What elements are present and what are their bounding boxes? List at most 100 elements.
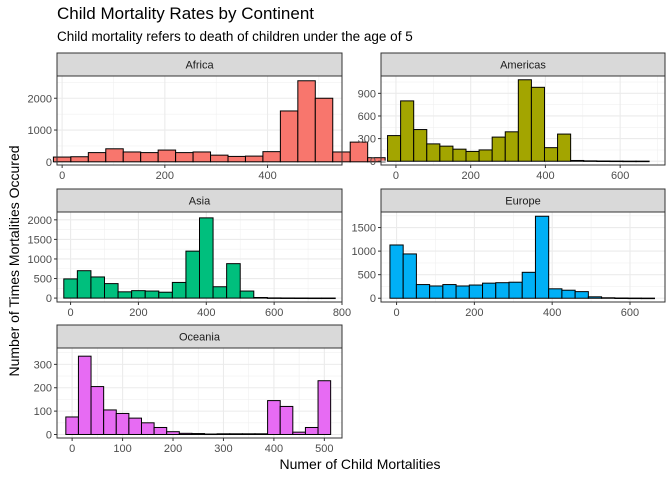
histogram-bar [227, 155, 246, 163]
histogram-bar [557, 133, 572, 162]
histogram-bar [128, 417, 142, 435]
histogram-bar [415, 284, 431, 299]
histogram-bar [400, 100, 415, 162]
chart-subtitle: Child mortality refers to death of child… [57, 29, 413, 44]
histogram-bar [122, 151, 142, 163]
facet-strip-label: Africa [185, 60, 214, 72]
x-tick-label: 800 [333, 307, 351, 319]
histogram-bar [482, 282, 497, 299]
facet-strip-label: Oceania [179, 332, 221, 344]
histogram-bar [279, 405, 294, 435]
chart-title: Child Mortality Rates by Continent [57, 4, 315, 23]
histogram-bar [402, 253, 417, 299]
y-tick-label: 0 [370, 293, 376, 305]
histogram-bar [76, 270, 92, 299]
histogram-bar [294, 297, 309, 300]
histogram-bar [262, 151, 281, 163]
y-tick-label: 0 [46, 429, 52, 441]
histogram-bar [455, 285, 470, 299]
histogram-bar [280, 297, 295, 299]
histogram-bar [292, 431, 306, 435]
histogram-bar [583, 160, 598, 162]
x-tick-label: 200 [465, 307, 483, 319]
y-tick-label: 1500 [28, 234, 52, 246]
histogram-bar [115, 412, 130, 435]
histogram-bar [587, 296, 603, 299]
y-tick-label: 2000 [28, 93, 52, 105]
histogram-bar [216, 433, 231, 435]
x-tick-label: 600 [611, 170, 629, 182]
x-tick-label: 400 [197, 307, 215, 319]
x-tick-label: 400 [536, 170, 554, 182]
histogram-bar [543, 147, 559, 162]
y-tick-label: 200 [34, 383, 52, 395]
panel-border [56, 211, 343, 303]
histogram-bar [140, 152, 159, 163]
x-tick-label: 100 [113, 443, 131, 455]
histogram-bar [226, 263, 241, 299]
histogram-bar [478, 149, 493, 162]
x-tick-label: 0 [393, 307, 399, 319]
histogram-bar [609, 160, 624, 163]
y-tick-label: 500 [358, 270, 376, 282]
histogram-bar [387, 135, 402, 162]
histogram-bar [77, 355, 92, 435]
facet-strip-label: Europe [505, 196, 540, 208]
histogram-bar [117, 291, 133, 299]
histogram-bar [521, 271, 536, 299]
histogram-bar [614, 297, 629, 299]
histogram-bar [279, 110, 299, 163]
histogram-bar [548, 288, 563, 299]
histogram-bar [534, 215, 550, 299]
histogram-bar [191, 433, 206, 435]
histogram-bar [317, 380, 332, 435]
histogram-bar [389, 244, 404, 299]
x-tick-label: 400 [265, 443, 283, 455]
histogram-bar [241, 433, 256, 435]
x-tick-label: 200 [156, 170, 174, 182]
histogram-bar [439, 145, 454, 162]
histogram-bar [332, 151, 351, 163]
y-tick-label: 300 [34, 359, 52, 371]
y-tick-label: 300 [358, 134, 376, 146]
histogram-bar [530, 86, 545, 162]
facet-strip-label: Asia [189, 196, 211, 208]
y-axis-label: Number of Times Mortalities Occured [6, 145, 22, 377]
histogram-bar [574, 291, 589, 299]
histogram-bar [144, 290, 160, 299]
facet-panel-europe: Europe 0 200 400 600 0 500 1000 1500 [352, 188, 666, 319]
histogram-bar [204, 433, 218, 436]
y-tick-label: 1000 [352, 246, 376, 258]
y-tick-label: 100 [34, 406, 52, 418]
histogram-bar [601, 297, 616, 299]
histogram-bar [468, 284, 484, 299]
histogram-bar [321, 297, 336, 300]
y-tick-label: 900 [358, 88, 376, 100]
histogram-bar [140, 422, 155, 435]
histogram-bar [465, 150, 480, 162]
y-tick-label: 0 [46, 157, 52, 169]
histogram-bar [157, 149, 177, 163]
histogram-bar [297, 80, 316, 163]
histogram-bar [70, 156, 89, 163]
histogram-bar [175, 152, 194, 163]
x-axis-label: Numer of Child Mortalities [279, 456, 441, 472]
x-tick-label: 0 [393, 170, 399, 182]
x-tick-label: 400 [258, 170, 276, 182]
y-tick-label: 500 [34, 274, 52, 286]
y-tick-label: 1000 [28, 125, 52, 137]
x-tick-label: 300 [214, 443, 232, 455]
x-tick-label: 200 [164, 443, 182, 455]
histogram-bar [267, 400, 281, 435]
histogram-bar [413, 129, 428, 162]
histogram-bar [314, 97, 334, 163]
y-tick-label: 600 [358, 111, 376, 123]
histogram-bar [426, 143, 441, 162]
histogram-bar [627, 297, 642, 300]
panel-border [56, 75, 343, 166]
facet-panel-oceania: Oceania 0 100 200 300 400 500 0 100 200 300 [34, 324, 343, 455]
y-tick-label: 2000 [28, 215, 52, 227]
histogram-bar [52, 156, 72, 163]
histogram-bar [229, 433, 243, 435]
